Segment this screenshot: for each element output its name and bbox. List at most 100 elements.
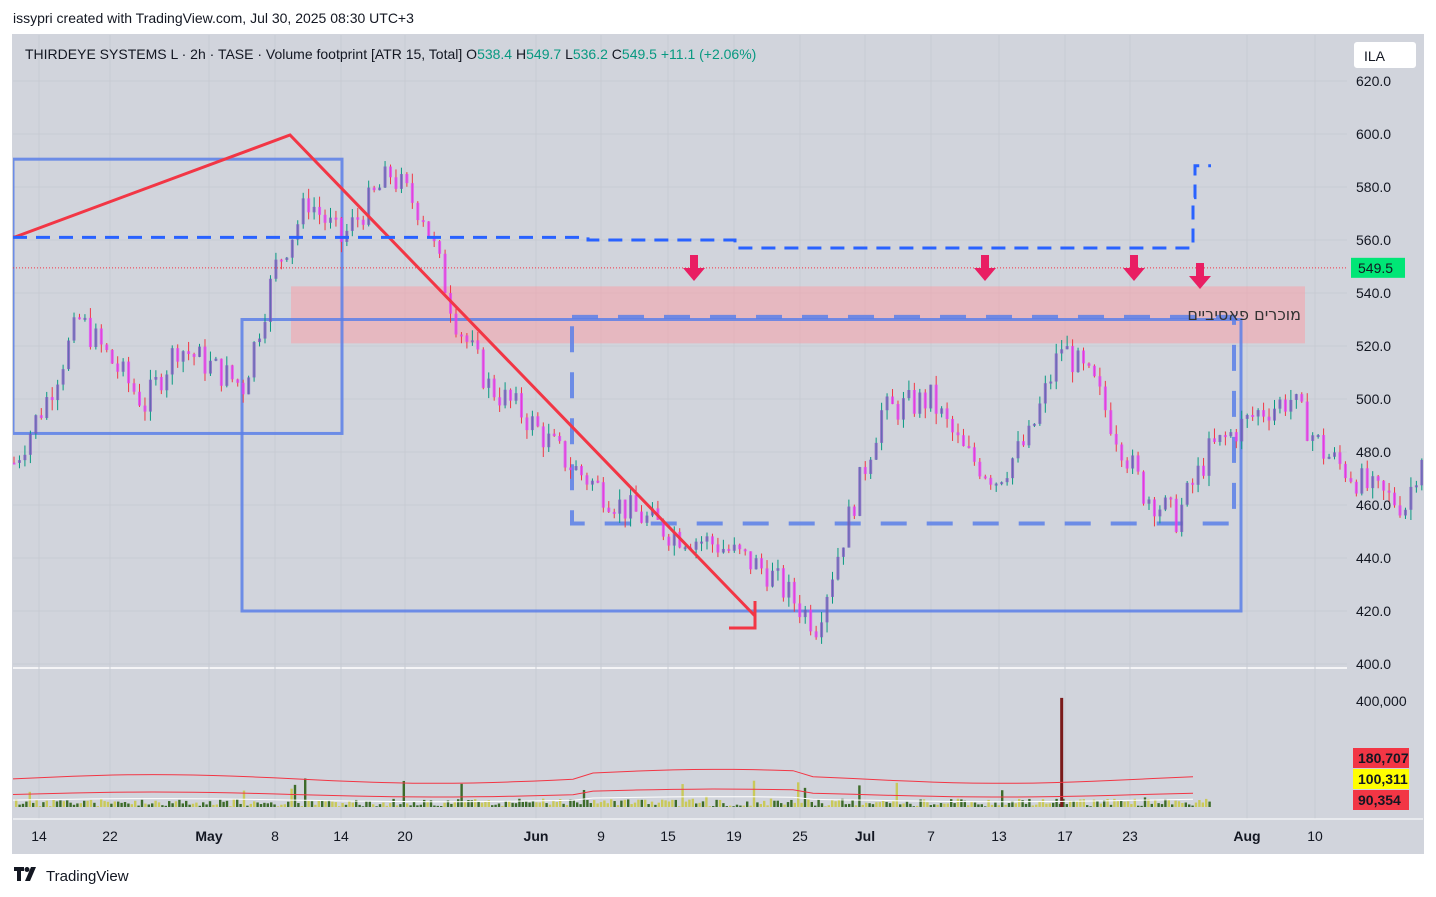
volume-bar [735, 804, 739, 807]
volume-bar [32, 802, 35, 807]
candle-body [334, 217, 338, 220]
volume-bar [1188, 804, 1191, 807]
candle-body [923, 392, 927, 409]
volume-bar [990, 804, 994, 807]
candle-body [498, 397, 502, 406]
volume-bar [484, 800, 487, 807]
candle-body [367, 187, 371, 225]
candle-body [356, 217, 360, 220]
volume-bar [385, 805, 388, 807]
candle-body [127, 361, 131, 384]
candle-body [105, 344, 109, 350]
candle-body [1005, 478, 1009, 483]
volume-bar [905, 801, 909, 807]
candle-body [661, 519, 665, 537]
volume-bar [963, 800, 966, 807]
candle-body [983, 476, 987, 479]
volume-bar [467, 800, 470, 807]
candle-body [852, 506, 856, 516]
volume-bar [899, 804, 902, 807]
volume-bar [321, 800, 324, 807]
volume-bar [113, 801, 116, 807]
candle-body [1109, 410, 1113, 434]
candle-body [339, 217, 343, 242]
symbol-info[interactable]: THIRDEYE SYSTEMS L · 2h · TASE · Volume … [25, 46, 463, 62]
volume-bar [691, 798, 694, 807]
candle-body [67, 340, 71, 370]
volume-bar [212, 804, 215, 807]
candle-body [318, 206, 322, 215]
volume-bar [1157, 803, 1160, 807]
volume-bar [654, 804, 657, 807]
candle-body [880, 410, 884, 443]
candle-body [710, 536, 714, 545]
volume-bar [647, 804, 650, 807]
volume-bar [470, 800, 473, 807]
candle-body [809, 609, 813, 632]
currency-button[interactable]: ILA [1353, 41, 1417, 69]
candle-body [989, 477, 993, 485]
volume-bar [684, 801, 688, 807]
candle-body [896, 404, 900, 420]
volume-bar [657, 802, 660, 807]
candle-body [13, 462, 16, 465]
volume-bar [1055, 798, 1058, 807]
volume-bar [89, 799, 93, 807]
candle-body [1098, 376, 1102, 387]
close-label: C [611, 46, 622, 62]
candle-body [956, 432, 960, 436]
candle-body [749, 551, 753, 570]
volume-bar [368, 801, 371, 807]
candle-body [45, 397, 49, 419]
volume-bar [939, 802, 943, 807]
candle-body [1365, 468, 1369, 489]
footer-brand[interactable]: TradingView [14, 866, 129, 886]
volume-bar [800, 802, 803, 807]
candle-body [230, 365, 234, 380]
candle-body [1382, 480, 1386, 491]
volume-bar [86, 800, 89, 807]
zone-annotation-text: מוכרים פאסיביים [1187, 305, 1301, 324]
candle-body [1354, 481, 1358, 494]
volume-bar [246, 805, 249, 807]
candle-body [1223, 435, 1227, 438]
candle-body [727, 548, 731, 551]
volume-bar [1177, 801, 1181, 807]
volume-bar [620, 800, 623, 807]
volume-bar [844, 804, 847, 807]
volume-bar [525, 801, 528, 807]
candle-body [421, 220, 425, 223]
candle-body [541, 426, 545, 448]
volume-bar [18, 804, 21, 807]
volume-bar [650, 801, 654, 807]
chart-credit: issypri created with TradingView.com, Ju… [13, 10, 414, 26]
candle-body [263, 321, 267, 339]
volume-bar [1126, 801, 1130, 807]
chart-canvas[interactable]: מוכרים פאסיביים 549.5 400,000 180,707 100,3… [13, 35, 1423, 853]
volume-spike-bar [1060, 697, 1064, 807]
chart-frame[interactable]: מוכרים פאסיביים 549.5 400,000 180,707 100,3… [12, 34, 1424, 854]
x-tick-label: 19 [726, 828, 742, 844]
volume-bar [729, 805, 732, 807]
volume-bar [997, 805, 1000, 807]
price-scale[interactable] [1347, 35, 1423, 853]
candles-layer [13, 161, 1423, 644]
candle-body [509, 389, 513, 401]
candle-body [1322, 435, 1326, 459]
volume-bar [569, 799, 572, 807]
volume-bar [161, 805, 164, 807]
candle-body [776, 568, 780, 571]
x-tick-label: 9 [597, 828, 605, 844]
volume-bar [310, 801, 314, 807]
volume-bar [1208, 801, 1211, 807]
volume-bar [667, 801, 671, 807]
volume-bar [419, 804, 422, 807]
candle-body [1180, 504, 1184, 532]
volume-bar [348, 800, 351, 807]
candle-body [279, 259, 283, 262]
volume-bar [725, 806, 728, 807]
volume-bar [195, 802, 198, 807]
volume-bar [637, 799, 640, 807]
candle-body [159, 376, 163, 391]
candle-body [1032, 423, 1036, 426]
